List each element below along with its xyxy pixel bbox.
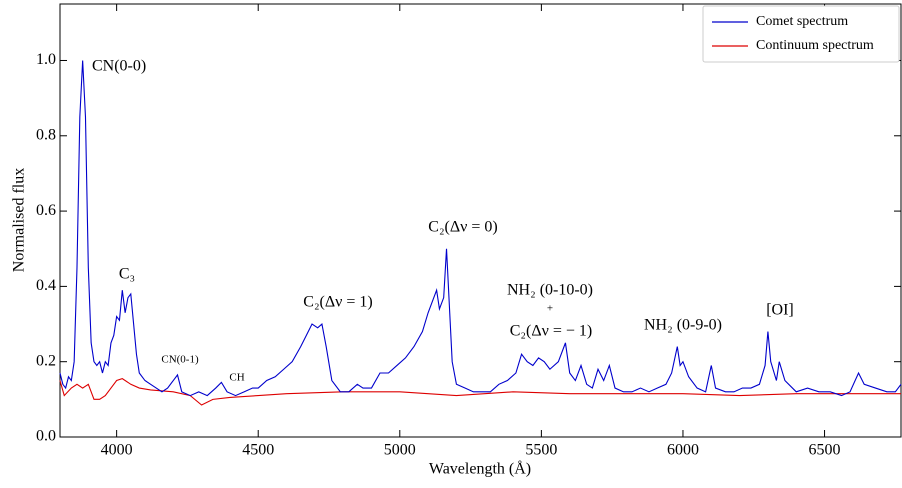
x-tick-label: 6500 — [809, 442, 841, 459]
y-tick-label: 0.8 — [36, 126, 56, 143]
annotation: C₂(Δν = − 1) — [510, 323, 592, 340]
annotation: C₂(Δν = 0) — [428, 219, 497, 236]
legend-label: Continuum spectrum — [756, 38, 874, 53]
annotation: C₂(Δν = 1) — [303, 294, 372, 311]
annotation: C₃ — [119, 266, 135, 283]
annotation: CN(0-0) — [92, 58, 146, 75]
spectrum-line — [59, 378, 901, 406]
x-tick-label: 5000 — [384, 442, 416, 459]
x-tick-label: 4500 — [242, 442, 274, 459]
annotation: [OI] — [766, 302, 794, 319]
spectrum-line — [59, 60, 902, 397]
y-tick-label: 0.4 — [36, 277, 56, 294]
x-tick-label: 4000 — [101, 442, 133, 459]
legend-label: Comet spectrum — [756, 14, 848, 29]
annotation: NH₂ (0-10-0) — [507, 282, 593, 299]
plot-frame — [59, 3, 902, 438]
y-tick-label: 1.0 — [36, 51, 56, 68]
x-axis-label: Wavelength (Å) — [429, 460, 531, 478]
x-tick-label: 6000 — [667, 442, 699, 459]
legend-box — [702, 5, 900, 63]
annotation: CN(0-1) — [161, 354, 199, 366]
y-tick-label: 0.2 — [36, 352, 56, 369]
annotation: + — [547, 303, 553, 315]
x-tick-label: 5500 — [525, 442, 557, 459]
y-axis-label: Normalised flux — [11, 168, 28, 272]
y-tick-label: 0.6 — [36, 202, 56, 219]
y-tick-label: 0.0 — [36, 428, 56, 445]
annotation: CH — [229, 372, 244, 384]
annotation: NH₂ (0-9-0) — [644, 317, 722, 334]
